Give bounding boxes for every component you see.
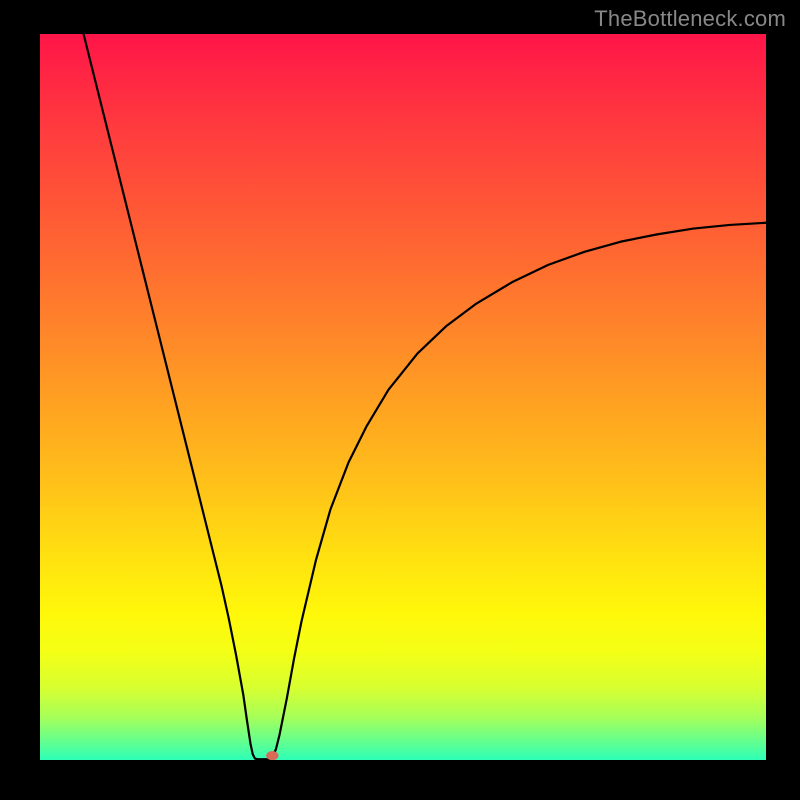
plot-svg bbox=[40, 34, 766, 760]
plot-background bbox=[40, 34, 766, 760]
chart-stage: TheBottleneck.com bbox=[0, 0, 800, 800]
watermark-label: TheBottleneck.com bbox=[594, 6, 786, 32]
minimum-marker bbox=[266, 751, 278, 760]
plot-area bbox=[40, 34, 766, 760]
